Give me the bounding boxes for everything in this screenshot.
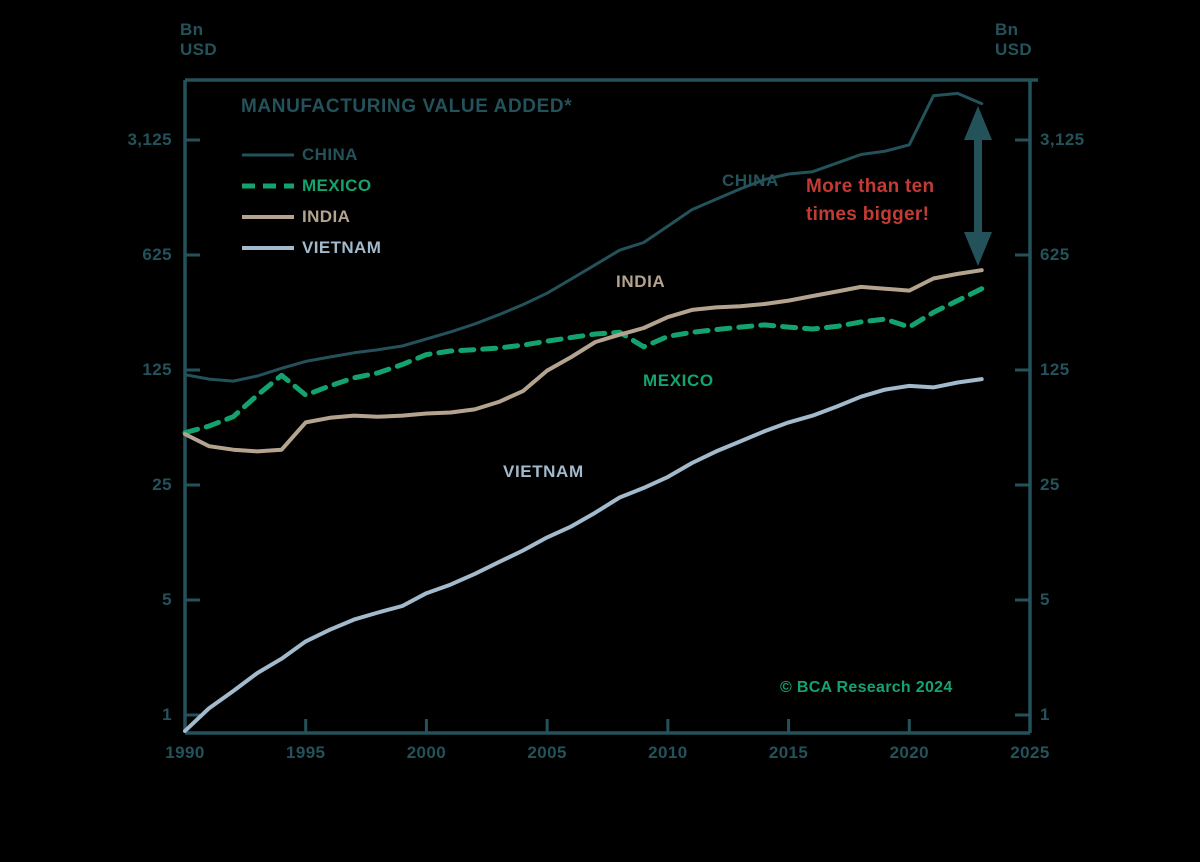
- series-label-china: CHINA: [722, 171, 779, 190]
- unit-line-1: Bn: [995, 20, 1019, 39]
- unit-line-1: Bn: [180, 20, 204, 39]
- y-tick-label-left: 125: [142, 360, 172, 379]
- legend-label-mexico: MEXICO: [302, 176, 372, 195]
- series-line-india: [183, 268, 984, 454]
- y-axis-unit-right: Bn USD: [995, 20, 1032, 60]
- y-tick-label-right: 25: [1040, 475, 1060, 494]
- series-line-china: [183, 91, 984, 383]
- unit-line-2: USD: [180, 40, 218, 59]
- x-tick-label: 2015: [768, 743, 809, 762]
- x-tick-label: 2005: [527, 743, 567, 762]
- legend-label-china: CHINA: [302, 145, 358, 164]
- y-tick-label-right: 5: [1040, 590, 1050, 609]
- y-tick-label-left: 3,125: [127, 130, 172, 149]
- series-label-mexico: MEXICO: [643, 371, 714, 390]
- x-tick-label: 1995: [285, 743, 326, 762]
- ten-times-arrow-head-down: [964, 232, 992, 266]
- credit-bca-research: © BCA Research 2024: [780, 679, 953, 696]
- x-tick-label: 2000: [406, 743, 447, 762]
- y-tick-label-left: 5: [162, 590, 172, 609]
- y-tick-label-right: 1: [1040, 705, 1050, 724]
- y-tick-label-right: 3,125: [1040, 130, 1085, 149]
- chart-title: MANUFACTURING VALUE ADDED*: [241, 96, 573, 117]
- y-tick-label-left: 1: [162, 705, 172, 724]
- y-tick-label-left: 625: [142, 245, 172, 264]
- y-axis-unit-left: Bn USD: [180, 20, 217, 60]
- annotation-line-1: More than ten: [806, 176, 935, 197]
- annotation-ten-times: More than ten times bigger!: [806, 173, 934, 229]
- series-label-india: INDIA: [616, 272, 666, 291]
- x-tick-label: 1990: [165, 743, 205, 762]
- series-label-vietnam: VIETNAM: [503, 462, 584, 481]
- series-line-vietnam: [183, 377, 984, 733]
- unit-line-2: USD: [995, 40, 1033, 59]
- y-tick-label-right: 625: [1040, 245, 1070, 264]
- x-tick-label: 2025: [1010, 743, 1050, 762]
- series-line-mexico: [182, 286, 985, 436]
- x-tick-label: 2010: [648, 743, 688, 762]
- legend-label-india: INDIA: [302, 207, 351, 226]
- annotation-line-2: times bigger!: [806, 204, 930, 225]
- y-tick-label-left: 25: [152, 475, 172, 494]
- x-tick-label: 2020: [889, 743, 929, 762]
- legend-label-vietnam: VIETNAM: [302, 238, 382, 257]
- y-tick-label-right: 125: [1040, 360, 1070, 379]
- ten-times-arrow-head-up: [964, 106, 992, 140]
